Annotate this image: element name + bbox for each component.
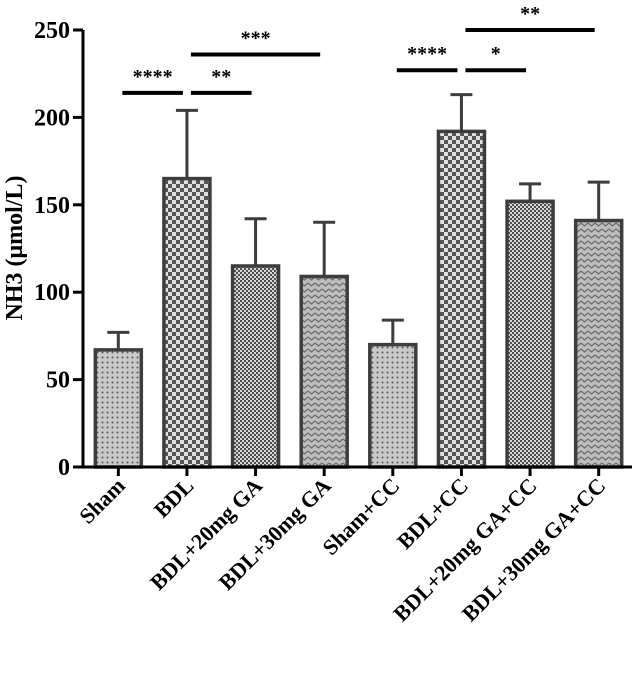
y-tick-label: 150 <box>34 193 70 219</box>
x-category-label: Sham <box>74 473 130 529</box>
significance-label: **** <box>133 66 173 88</box>
significance-brackets: **** ********* *** <box>122 3 595 95</box>
y-tick-label: 50 <box>46 368 70 394</box>
bars <box>93 93 624 469</box>
bar <box>368 342 418 469</box>
y-tick-label: 200 <box>34 105 70 131</box>
significance-label: *** <box>241 27 271 49</box>
bar <box>299 274 349 469</box>
y-tick-label: 250 <box>34 18 70 44</box>
significance-label: ** <box>211 66 231 88</box>
y-tick-label: 0 <box>58 455 70 481</box>
bar <box>573 218 624 469</box>
y-axis-label: NH3 (μmol/L) <box>2 176 28 321</box>
bar <box>162 176 212 469</box>
significance-label: **** <box>407 43 447 65</box>
significance-label: ** <box>520 3 540 25</box>
bar <box>93 348 144 469</box>
bar <box>230 264 281 469</box>
x-category-label: BDL <box>149 473 199 523</box>
y-axis: 0 50 100 150 200 250 <box>34 18 85 481</box>
y-tick-label: 100 <box>34 280 70 306</box>
significance-label: * <box>491 43 501 65</box>
bar <box>505 199 555 469</box>
bar <box>436 129 487 469</box>
